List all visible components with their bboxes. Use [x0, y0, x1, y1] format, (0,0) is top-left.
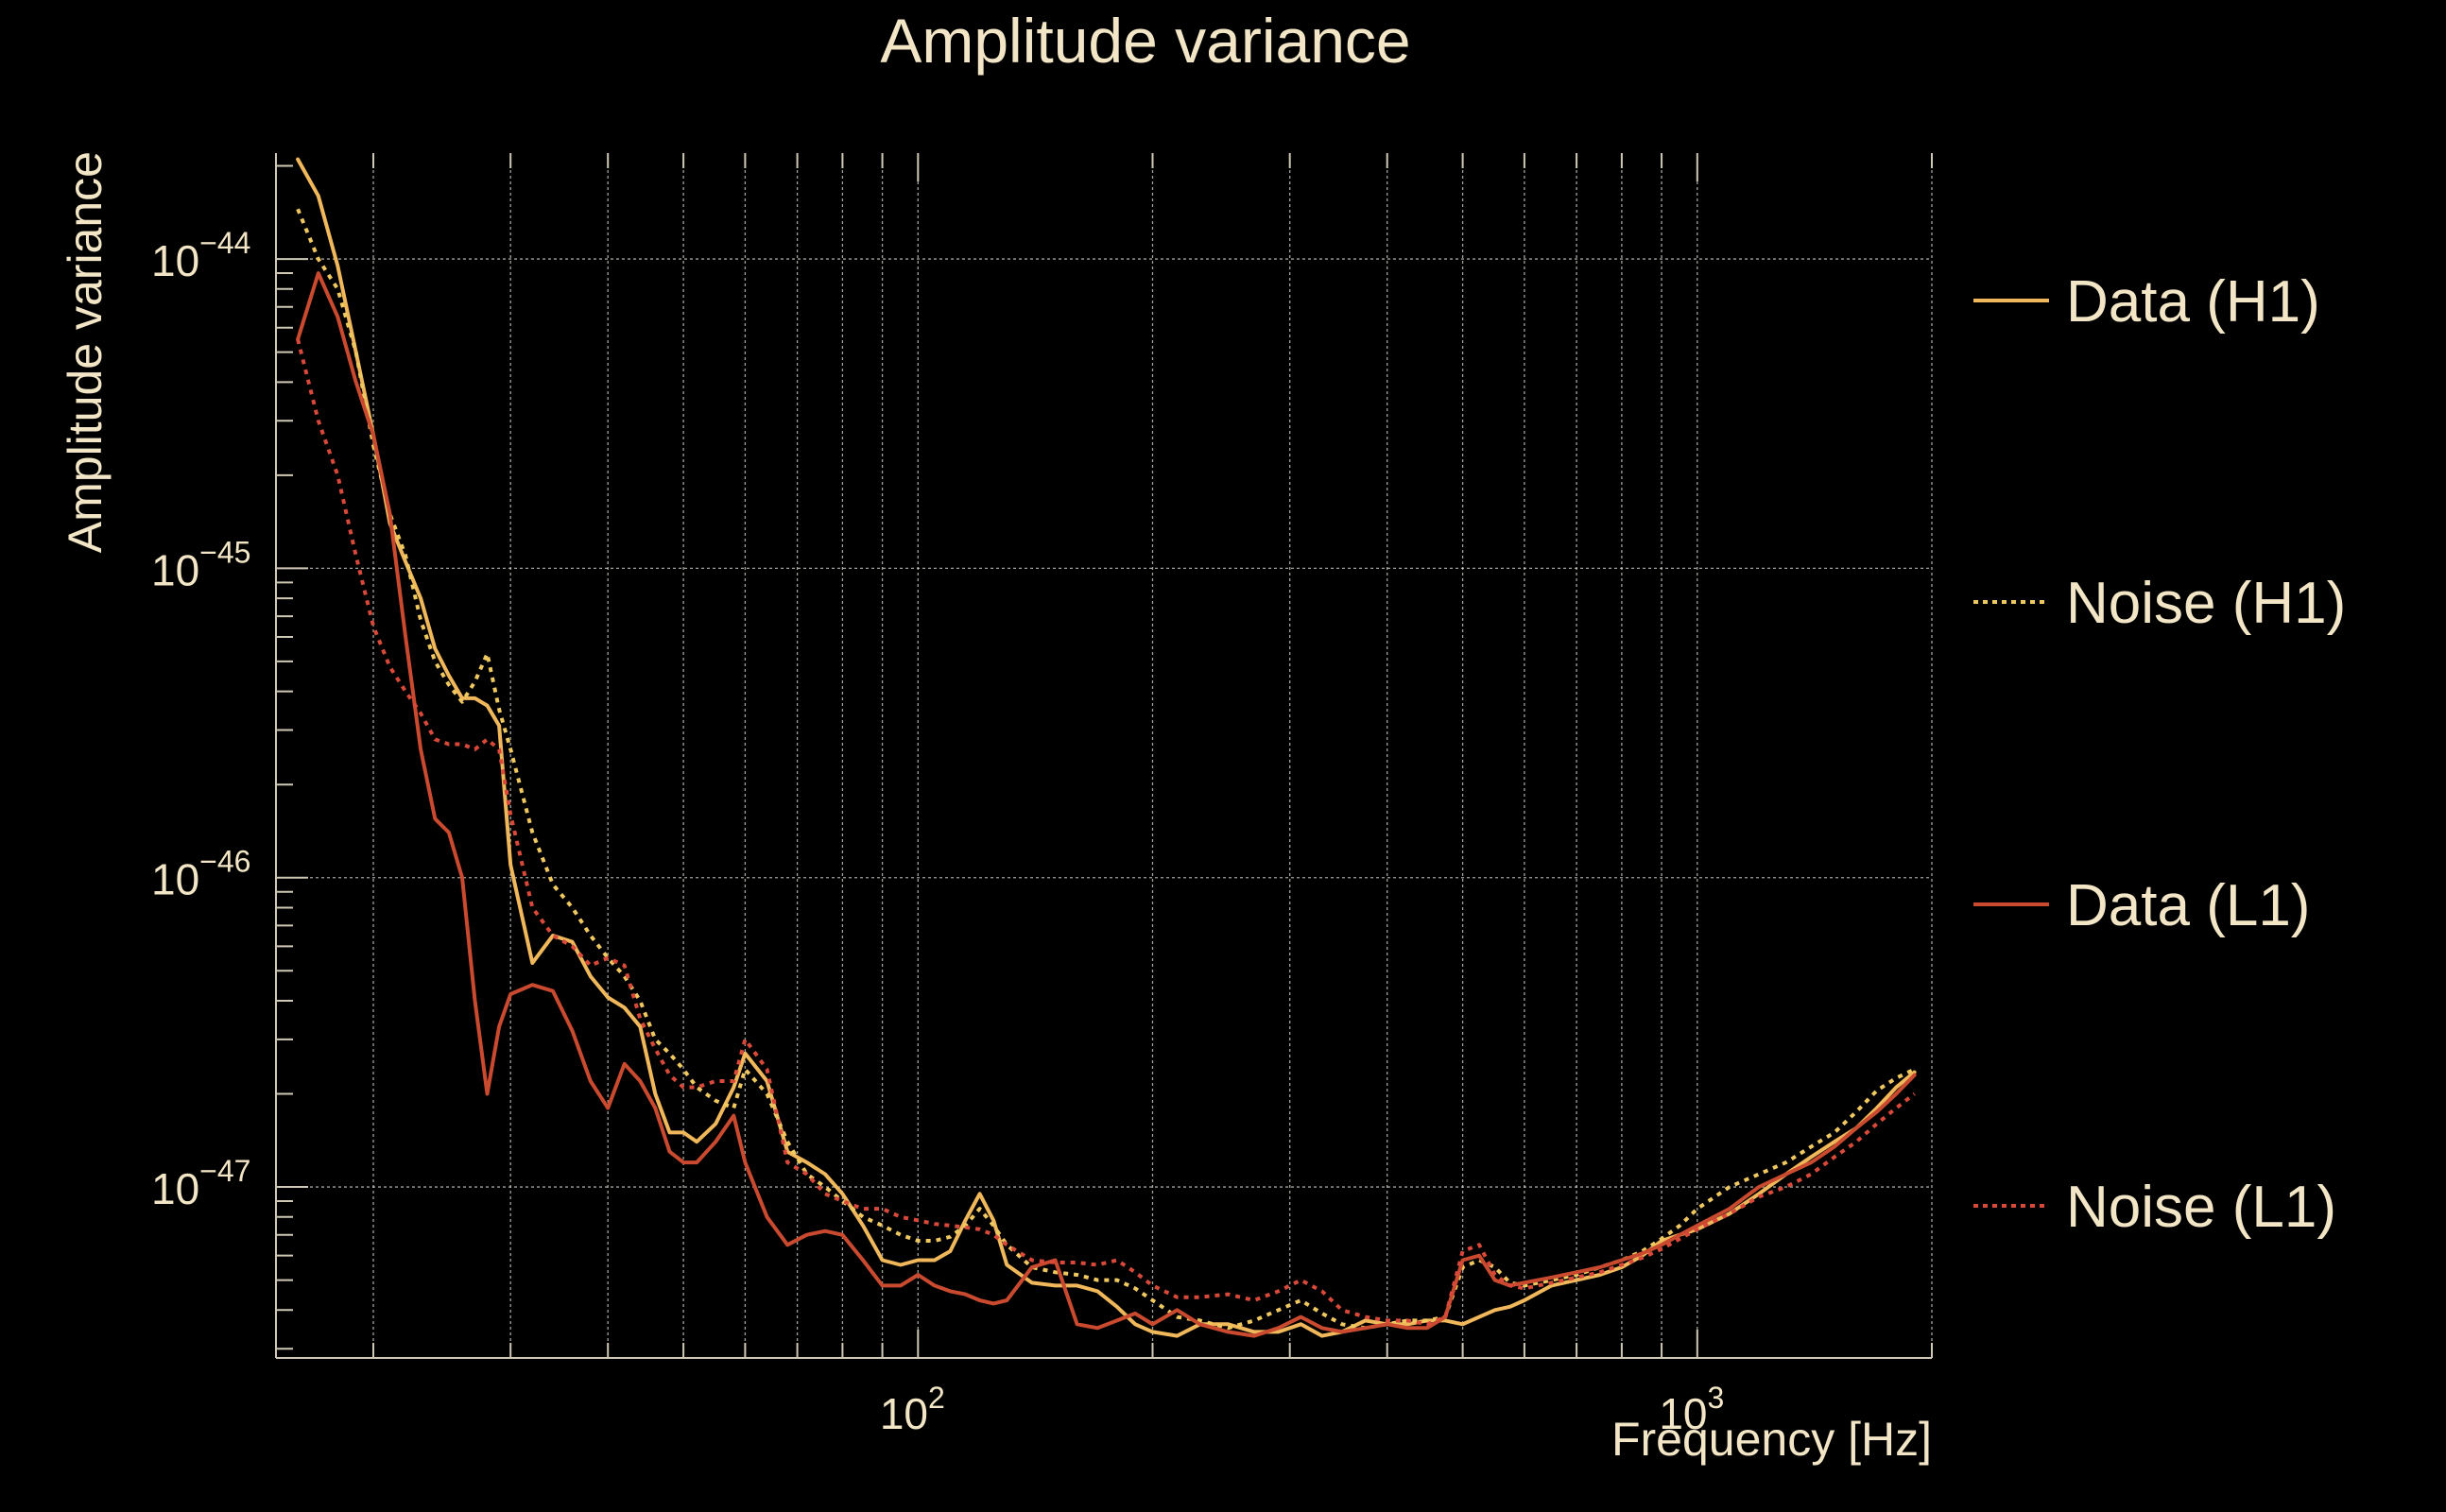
legend: Data (H1) Noise (H1) Data (L1) Noise (L1): [1973, 269, 2346, 1240]
y-axis-label: Amplitude variance: [59, 151, 112, 553]
legend-label-2: Noise (H1): [2066, 571, 2346, 636]
x-tick-label: 103: [1659, 1381, 1724, 1438]
axes-layer: 102 103 10−44 10−45 10−46 10−47: [151, 153, 1933, 1438]
grid-layer: [276, 153, 1933, 1358]
x-axis-label: Frequency [Hz]: [1611, 1413, 1932, 1466]
y-tick-label: 10−46: [151, 845, 250, 904]
y-tick-label: 10−47: [151, 1154, 250, 1213]
y-tick-label: 10−45: [151, 535, 250, 594]
chart-title: Amplitude variance: [880, 6, 1410, 76]
legend-label-1: Data (H1): [2066, 269, 2320, 335]
x-tick-label: 102: [880, 1381, 945, 1438]
series-layer: [296, 157, 1917, 1338]
legend-label-4: Noise (L1): [2066, 1175, 2336, 1240]
series-line-3: [296, 271, 1917, 1338]
legend-label-3: Data (L1): [2066, 873, 2310, 938]
y-tick-label: 10−44: [151, 226, 250, 285]
series-line-1: [296, 157, 1917, 1338]
